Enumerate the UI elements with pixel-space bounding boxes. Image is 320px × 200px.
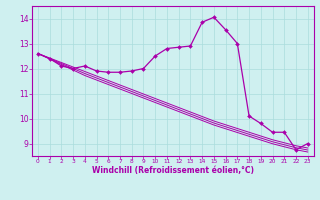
X-axis label: Windchill (Refroidissement éolien,°C): Windchill (Refroidissement éolien,°C) xyxy=(92,166,254,175)
